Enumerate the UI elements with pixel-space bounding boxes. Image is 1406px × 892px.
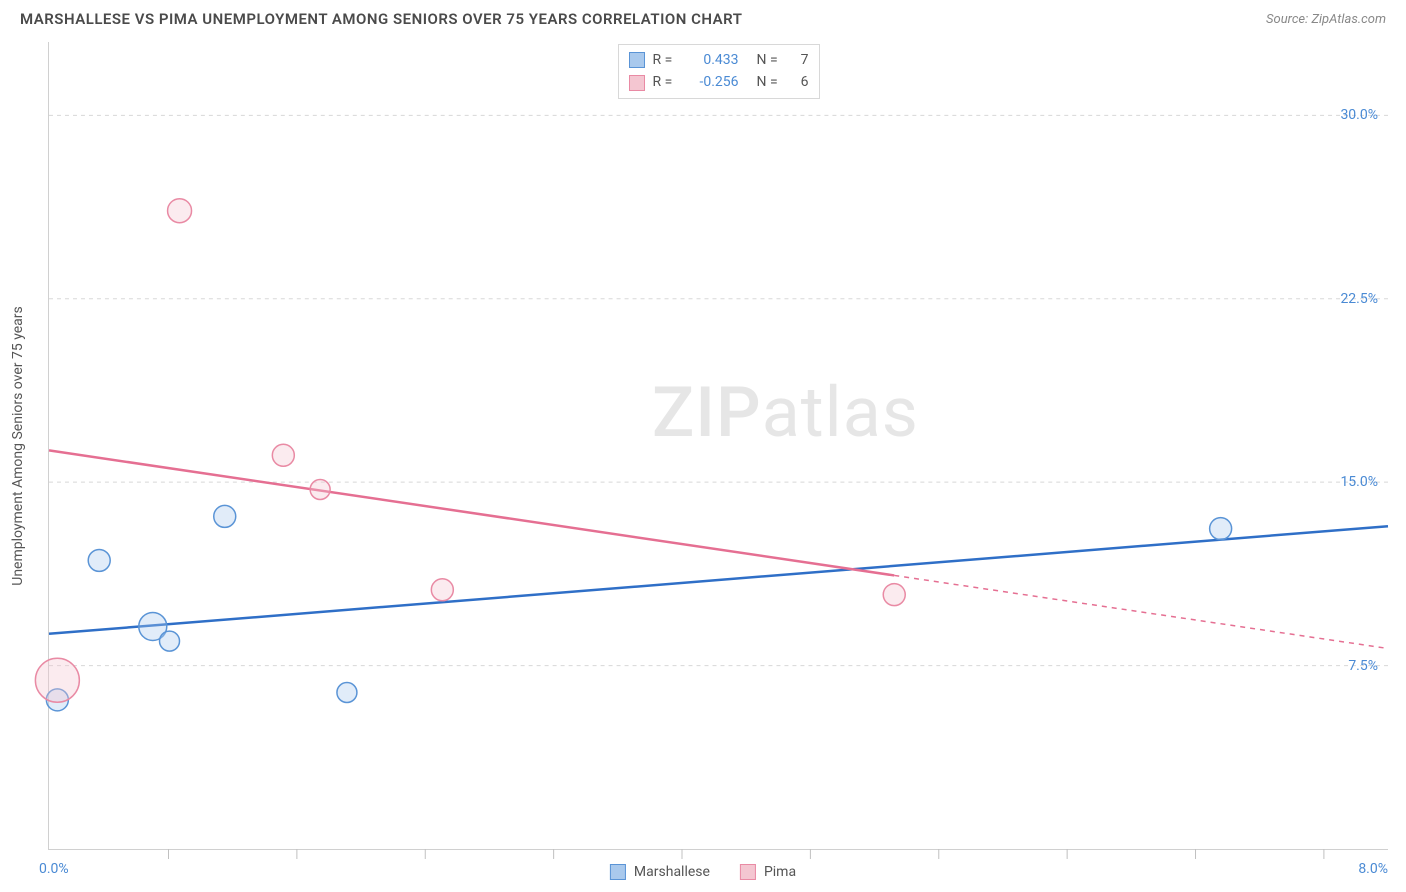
legend-swatch: [629, 75, 645, 91]
series-legend: Marshallese Pima: [610, 864, 796, 880]
trend-line-pima: [49, 450, 894, 575]
y-axis-label: Unemployment Among Seniors over 75 years: [10, 306, 26, 586]
data-point-marshallese: [214, 505, 236, 527]
data-point-pima: [883, 584, 905, 606]
r-label: R =: [653, 49, 681, 71]
chart-title: MARSHALLESE VS PIMA UNEMPLOYMENT AMONG S…: [20, 10, 742, 28]
n-label: N =: [757, 71, 785, 93]
data-point-pima: [168, 199, 192, 223]
n-value: 7: [793, 49, 809, 71]
y-tick-label: 15.0%: [1340, 474, 1378, 490]
legend-item-marshallese: Marshallese: [610, 864, 710, 880]
trend-line-pima-extrapolated: [894, 575, 1388, 648]
correlation-legend-row-marshallese: R = 0.433 N = 7: [629, 49, 809, 71]
data-point-pima: [310, 480, 330, 500]
n-value: 6: [793, 71, 809, 93]
legend-item-pima: Pima: [740, 864, 796, 880]
n-label: N =: [757, 49, 785, 71]
data-point-marshallese: [1210, 518, 1232, 540]
data-point-marshallese: [88, 549, 110, 571]
data-point-marshallese: [160, 631, 180, 651]
y-tick-label: 30.0%: [1340, 107, 1378, 123]
data-point-marshallese: [337, 683, 357, 703]
legend-label: Marshallese: [634, 864, 710, 880]
data-point-pima: [35, 658, 79, 702]
legend-swatch: [740, 864, 756, 880]
legend-label: Pima: [764, 864, 796, 880]
x-axis-min-label: 0.0%: [39, 861, 69, 877]
data-point-pima: [272, 444, 294, 466]
r-value: 0.433: [689, 49, 739, 71]
y-tick-label: 7.5%: [1348, 658, 1378, 674]
x-axis-max-label: 8.0%: [1358, 861, 1388, 877]
chart-svg: [49, 42, 1388, 849]
legend-swatch: [610, 864, 626, 880]
correlation-legend: R = 0.433 N = 7 R = -0.256 N = 6: [618, 44, 820, 99]
data-point-pima: [431, 579, 453, 601]
chart-plot-area: ZIPatlas R =0.433N =7R =-0.256N =6 7.5%1…: [48, 42, 1388, 850]
r-value: -0.256: [689, 71, 739, 93]
r-label: R =: [653, 71, 681, 93]
legend-swatch: [629, 52, 645, 68]
correlation-legend-row-pima: R = -0.256 N = 6: [629, 71, 809, 93]
y-tick-label: 22.5%: [1340, 291, 1378, 307]
trend-line-marshallese: [49, 526, 1388, 634]
source-label: Source: ZipAtlas.com: [1266, 12, 1386, 27]
